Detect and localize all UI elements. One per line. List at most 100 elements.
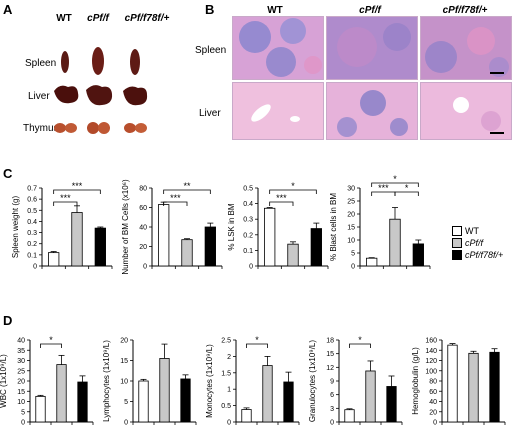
y-tick-label-7-2: 6 [330,392,334,399]
bar-1-0 [158,204,170,267]
panel-b-header-cp: cPf/f [359,5,381,16]
panel-a-row-liver: Liver [28,91,50,102]
y-tick-label-1-0: 0 [143,264,147,271]
significance-bracket-6-0 [246,343,268,348]
y-tick-label-0-6: 0.6 [27,197,37,204]
bar-3-2 [412,243,424,267]
legend-item-cp: cPf/f [452,237,520,249]
y-tick-label-3-2: 10 [347,238,355,245]
scale-bar-liver [490,132,504,134]
y-tick-label-0-3: 0.3 [27,230,37,237]
bar-7-2 [386,386,397,423]
bar-6-1 [262,365,273,423]
significance-label-0-1: *** [72,181,83,191]
y-tick-label-6-5: 2.5 [221,338,231,345]
y-tick-label-7-3: 9 [330,379,334,386]
panel-a-header-cp: cPf/f [87,13,109,24]
significance-label-4-0: * [49,335,53,345]
significance-label-2-0: *** [276,193,287,203]
bar-0-0 [48,252,60,267]
y-tick-label-7-1: 3 [330,406,334,413]
y-tick-label-3-6: 30 [347,186,355,193]
histology-liver-wt [232,82,324,140]
bar-2-0 [264,207,276,267]
bar-7-0 [344,409,355,423]
legend-item-wt: WT [452,225,520,237]
legend-swatch-cp78 [452,250,462,260]
thymus-wt-photo [54,123,77,133]
histology-liver-cp [326,82,418,140]
bar-1-1 [181,239,193,267]
bar-8-2 [489,351,500,423]
y-tick-label-5-3: 15 [120,358,128,365]
y-tick-label-4-8: 40 [17,338,25,345]
legend-label-wt: WT [465,226,479,236]
y-tick-label-2-0: 0 [249,264,253,271]
y-tick-label-7-0: 0 [330,420,334,427]
bar-6-2 [283,381,294,423]
histology-spleen-cp [326,16,418,80]
y-tick-label-1-4: 80 [139,186,147,193]
significance-label-1-1: ** [183,181,191,191]
significance-bracket-0-0 [53,201,78,206]
liver-wt-photo [54,85,79,104]
y-tick-label-1-2: 40 [139,225,147,232]
bar-3-1 [389,218,401,267]
histology-liver-cp78 [420,82,512,140]
bar-5-2 [180,378,191,423]
significance-label-7-0: * [358,335,362,345]
significance-bracket-2-0 [269,201,294,206]
y-tick-label-8-5: 100 [425,368,437,375]
bar-2-1 [287,243,299,267]
y-tick-label-3-3: 15 [347,225,355,232]
y-tick-label-0-1: 0.1 [27,252,37,259]
bar-5-1 [159,358,170,423]
bar-3-0 [366,257,378,267]
significance-bracket-2-1 [269,189,317,194]
legend-swatch-cp [452,238,462,248]
bar-2-2 [310,228,322,267]
legend-swatch-wt [452,226,462,236]
y-tick-label-3-5: 25 [347,199,355,206]
y-tick-label-0-0: 0 [33,264,37,271]
y-tick-label-1-3: 60 [139,205,147,212]
y-axis-label-4: WBC (1x10⁹/L) [0,354,8,408]
significance-bracket-1-1 [163,189,211,194]
panel-b-header-cp78: cPf/f78f/+ [442,5,488,16]
significance-label-2-1: * [291,181,295,191]
panel-a-header-wt: WT [56,13,72,24]
y-tick-label-4-5: 25 [17,368,25,375]
y-tick-label-4-0: 0 [21,420,25,427]
y-tick-label-8-3: 60 [429,389,437,396]
y-tick-label-5-2: 10 [120,379,128,386]
y-tick-label-4-4: 20 [17,379,25,386]
significance-bracket-0-1 [53,189,101,194]
bar-0-1 [71,212,83,267]
y-tick-label-4-6: 30 [17,358,25,365]
organ-photos [54,47,148,134]
significance-bracket-1-0 [163,201,188,206]
bar-7-1 [365,370,376,423]
y-tick-label-4-2: 10 [17,399,25,406]
y-axis-label-6: Monocytes (1x10⁹/L) [205,344,214,418]
y-tick-label-8-0: 0 [433,420,437,427]
legend-item-cp78: cPf/f78f/+ [452,249,520,261]
panel-a-header-cp78: cPf/f78f/+ [124,13,170,24]
liver-cp-photo [86,85,113,106]
spleen-cp78-photo [130,49,140,75]
thymus-cp-photo [87,122,110,134]
y-axis-label-2: % LSK in BM [227,203,236,250]
panel-label-b: B [205,2,215,17]
spleen-cp-photo [92,47,104,75]
legend-label-cp78: cPf/f78f/+ [465,250,504,260]
y-tick-label-2-1: 0.1 [243,248,253,255]
histology-spleen-cp78 [420,16,512,80]
y-tick-label-2-5: 0.5 [243,186,253,193]
y-tick-label-7-6: 18 [326,338,334,345]
liver-cp78-photo [123,86,148,106]
significance-bracket-3-2 [371,182,419,187]
y-tick-label-0-2: 0.2 [27,241,37,248]
significance-label-3-2: * [393,174,397,184]
panel-b-header-wt: WT [267,5,283,16]
